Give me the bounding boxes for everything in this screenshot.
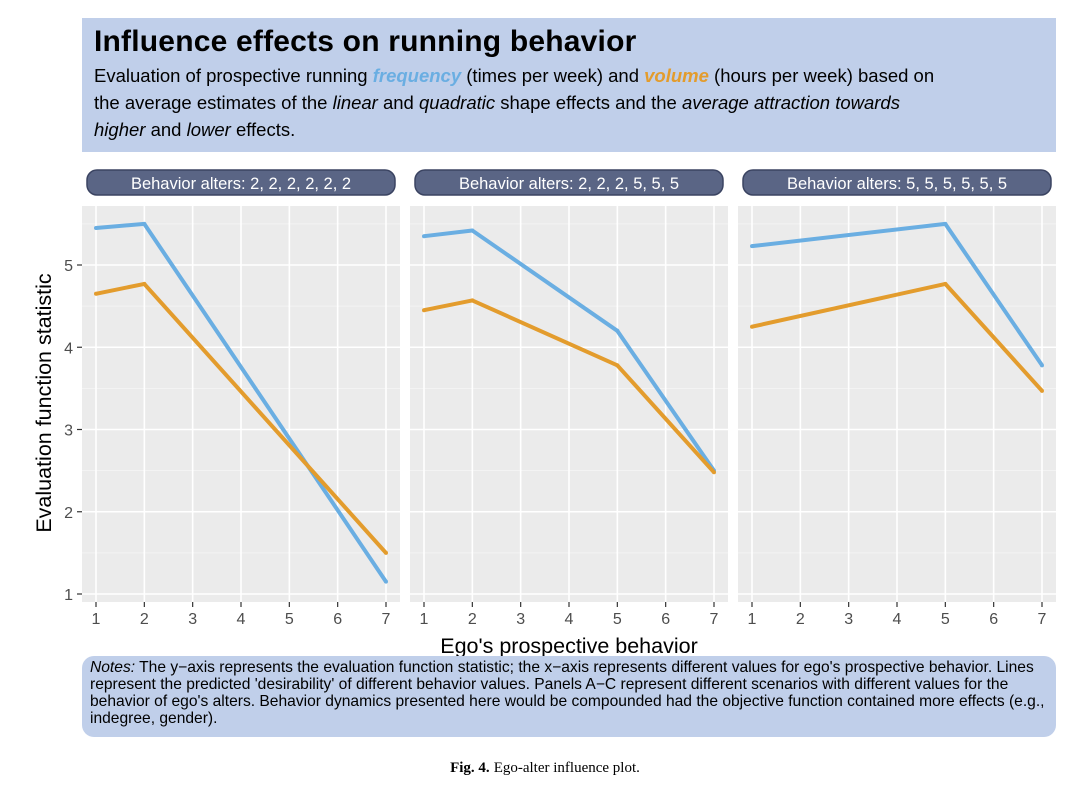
average-attraction-keyword: average attraction towards [681, 92, 900, 113]
caption-text: Ego-alter influence plot. [493, 760, 640, 776]
frequency-point [94, 225, 98, 230]
x-tick-label: 5 [941, 611, 950, 628]
subtitle-text: effects. [230, 119, 296, 140]
facet-strip [414, 169, 724, 196]
facet-strip [86, 169, 396, 196]
x-tick-label: 3 [188, 611, 197, 628]
x-tick-label: 6 [661, 611, 670, 628]
caption-label: Fig. 4. [450, 760, 490, 776]
x-tick-label: 3 [516, 611, 525, 628]
frequency-line [423, 228, 716, 472]
volume-point [470, 298, 475, 303]
subtitle-text: and [145, 119, 187, 140]
panel-1: Behavior alters: 2, 2, 2, 2, 2, 2 1 2 3 4 5 6 7 [82, 169, 400, 628]
x-tick-label: 7 [1038, 611, 1047, 628]
x-tick-label: 1 [420, 611, 429, 628]
frequency-point [943, 221, 948, 226]
linear-keyword: linear [332, 92, 378, 113]
panel-2: Behavior alters: 2, 2, 2, 5, 5, 5 1 2 3 4 5 6 7 [410, 169, 728, 628]
y-tick-label: 2 [64, 505, 73, 522]
volume-point [94, 291, 98, 296]
volume-point [422, 308, 426, 313]
frequency-point [142, 221, 147, 226]
x-tick-label: 1 [92, 611, 101, 628]
y-tick-label: 3 [64, 423, 73, 440]
subtitle-text: (hours per week) based on [708, 65, 935, 86]
volume-point [943, 281, 948, 286]
header-subtitle: Evaluation of prospective running freque… [94, 62, 1044, 143]
frequency-point [615, 328, 620, 333]
x-tick-label: 4 [893, 611, 902, 628]
x-tick-label: 2 [140, 611, 149, 628]
x-tick-label: 3 [844, 611, 853, 628]
volume-point [384, 550, 388, 555]
subtitle-text: Evaluation of prospective running [94, 65, 373, 86]
notes-text: The y−axis represents the evaluation fun… [90, 659, 1045, 727]
subtitle-text: and [377, 92, 419, 113]
x-tick-label: 5 [613, 611, 622, 628]
x-tick-label: 6 [333, 611, 342, 628]
subtitle-text: the average estimates of the [94, 92, 333, 113]
volume-point [712, 470, 716, 475]
volume-line [423, 298, 716, 474]
higher-keyword: higher [94, 119, 146, 140]
y-axis-label: Evaluation function statistic [32, 273, 56, 533]
x-tick-label: 2 [796, 611, 805, 628]
frequency-point [750, 244, 754, 249]
y-tick-label: 4 [64, 340, 73, 357]
volume-point [142, 281, 147, 286]
x-tick-label: 7 [382, 611, 391, 628]
subtitle-text: shape effects and the [495, 92, 682, 113]
facet-strip [742, 169, 1052, 196]
volume-point [1040, 388, 1044, 393]
panel-3: Behavior alters: 5, 5, 5, 5, 5, 5 1 2 3 4 5 6 7 [738, 169, 1056, 628]
x-tick-label: 1 [748, 611, 757, 628]
figure-caption: Fig. 4. Ego-alter influence plot. [0, 760, 1090, 777]
x-tick-label: 2 [468, 611, 477, 628]
facet-strip-label: Behavior alters: 2, 2, 2, 5, 5, 5 [459, 175, 679, 193]
volume-keyword: volume [644, 65, 709, 86]
frequency-point [422, 234, 426, 239]
x-axis-label: Ego's prospective behavior [440, 634, 697, 658]
quadratic-keyword: quadratic [419, 92, 496, 113]
header-box: Influence effects on running behavior Ev… [82, 18, 1056, 152]
x-tick-label: 7 [710, 611, 719, 628]
x-tick-label: 4 [237, 611, 246, 628]
facet-strip-label: Behavior alters: 5, 5, 5, 5, 5, 5 [787, 175, 1007, 193]
y-tick-label: 1 [64, 587, 73, 604]
facet-strip-label: Behavior alters: 2, 2, 2, 2, 2, 2 [131, 175, 351, 193]
frequency-keyword: frequency [372, 65, 462, 86]
faceted-line-chart: Behavior alters: 2, 2, 2, 2, 2, 2 1 2 3 4 5 6 7… [32, 169, 1056, 658]
subtitle-text: (times per week) and [461, 65, 645, 86]
frequency-point [1040, 363, 1044, 368]
y-tick-label: 5 [64, 258, 73, 275]
notes-label: Notes: [90, 659, 136, 676]
notes-box: Notes: The y−axis represents the evaluat… [82, 656, 1056, 737]
frequency-point [470, 228, 475, 233]
x-tick-label: 5 [285, 611, 294, 628]
page-title: Influence effects on running behavior [94, 25, 637, 58]
lower-keyword: lower [186, 119, 231, 140]
volume-point [615, 363, 620, 368]
frequency-point [384, 579, 388, 584]
x-tick-label: 4 [565, 611, 574, 628]
volume-point [750, 324, 754, 329]
x-tick-label: 6 [989, 611, 998, 628]
